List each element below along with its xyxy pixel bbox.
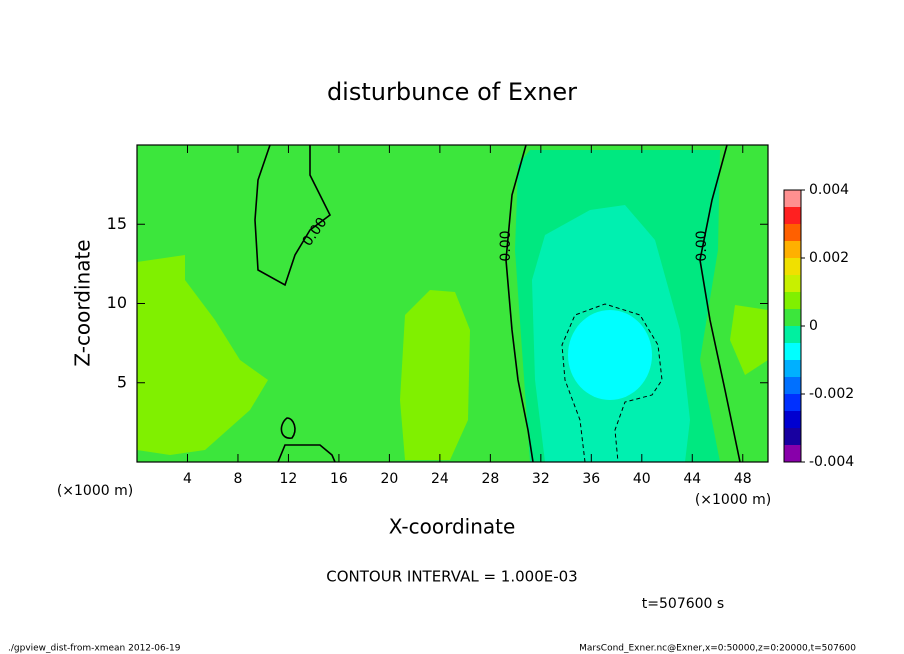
colorbar-bin <box>784 445 801 462</box>
colorbar-tick-label: 0.004 <box>809 182 849 198</box>
region <box>137 255 268 455</box>
colorbar-bin <box>784 309 801 326</box>
colorbar-tick-label: -0.004 <box>809 454 854 470</box>
x-unit-label: (×1000 m) <box>695 492 771 508</box>
y-tick-label: 10 <box>107 293 127 312</box>
x-axis-label: X-coordinate <box>389 515 516 539</box>
colorbar-bin <box>784 224 801 241</box>
colorbar-bin <box>784 292 801 309</box>
colorbar-bin <box>784 258 801 275</box>
x-tick-label: 8 <box>233 471 242 487</box>
x-tick-label: 12 <box>280 471 298 487</box>
colorbar-bin <box>784 428 801 445</box>
x-tick-label: 32 <box>532 471 550 487</box>
colorbar-bin <box>784 394 801 411</box>
y-tick-label: 5 <box>117 372 127 391</box>
colorbar-bin <box>784 275 801 292</box>
x-tick-label: 4 <box>183 471 192 487</box>
x-tick-label: 36 <box>582 471 600 487</box>
time-label: t=507600 s <box>642 596 724 612</box>
colorbar-bin <box>784 411 801 428</box>
x-tick-label: 48 <box>734 471 752 487</box>
colorbar-tick-label: 0 <box>809 318 818 334</box>
colorbar-bin <box>784 377 801 394</box>
x-tick-label: 24 <box>431 471 449 487</box>
field: 0.00 0.00 0.00 <box>136 144 769 463</box>
x-tick-label: 40 <box>633 471 651 487</box>
colorbar-bin <box>784 360 801 377</box>
colorbar-tick-label: 0.002 <box>809 250 849 266</box>
region <box>730 305 768 375</box>
y-axis-label: Z-coordinate <box>71 239 95 366</box>
x-tick-label: 20 <box>380 471 398 487</box>
x-tick-label: 44 <box>683 471 701 487</box>
colorbar-bin <box>784 343 801 360</box>
colorbar-bin <box>784 190 801 207</box>
region <box>400 290 470 460</box>
contour-label: 0.00 <box>694 230 710 261</box>
contour-lines-negative <box>561 303 663 463</box>
x-unit-label: (×1000 m) <box>57 483 133 499</box>
chart-title: disturbunce of Exner <box>327 78 577 106</box>
x-tick-label: 28 <box>481 471 499 487</box>
colorbar-bin <box>784 207 801 224</box>
colorbar-bin <box>784 241 801 258</box>
contour-lines <box>254 144 741 463</box>
colorbar-bin <box>784 326 801 343</box>
footer-right: MarsCond_Exner.nc@Exner,x=0:50000,z=0:20… <box>579 644 856 654</box>
footer-left: ./gpview_dist-from-xmean 2012-06-19 <box>8 644 181 654</box>
colorbar-tick-label: -0.002 <box>809 386 854 402</box>
contour-interval: CONTOUR INTERVAL = 1.000E-03 <box>326 568 577 586</box>
x-tick-label: 16 <box>330 471 348 487</box>
y-tick-label: 15 <box>107 214 127 233</box>
contour-label: 0.00 <box>498 230 514 261</box>
region <box>568 310 652 400</box>
